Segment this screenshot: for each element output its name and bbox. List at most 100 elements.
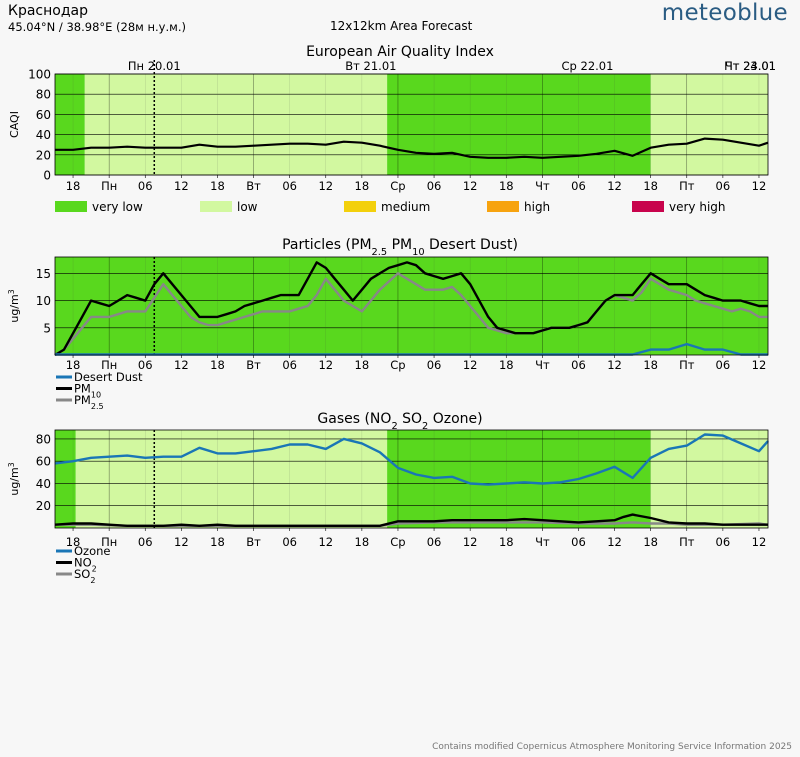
location-name: Краснодар [8,3,88,19]
legend-label: Desert Dust [74,370,143,384]
y-tick-label: 60 [36,455,51,469]
x-tick-label: 12 [318,179,333,193]
quality-band-low [84,74,388,175]
x-tick-label: Вт [246,535,261,549]
location-coordinates: 45.04°N / 38.98°E (28м н.у.м.) [8,20,186,34]
x-tick-label: Вт [246,358,261,372]
x-tick-label: 06 [282,535,297,549]
x-tick-label: 06 [138,358,153,372]
series-line-desert-dust [55,342,768,356]
quality-band-low [650,430,768,528]
legend-label: NO2 [74,556,97,574]
legend-swatch-very-high [632,201,664,212]
quality-band-very-low [55,430,76,528]
legend-label: PM2.5 [74,393,104,411]
plot-frame [54,73,769,176]
day-label-2: Ср 22.01 [562,59,614,73]
x-tick-label: 12 [174,358,189,372]
x-tick-label: Пн [101,358,117,372]
legend-label: PM10 [74,382,101,400]
x-tick-label: 06 [282,358,297,372]
y-tick-label: 40 [36,128,51,142]
y-axis-label: CAQI [8,111,21,138]
series-line-no2 [54,513,768,527]
legend-label: SO2 [74,567,95,585]
y-tick-label: 0 [43,169,51,183]
y-tick-label: 20 [36,148,51,162]
y-tick-label: 10 [36,294,51,308]
day-label-1: Вт 21.01 [345,59,396,73]
series-line-pm10 [54,261,768,357]
meteoblue-logo[interactable]: meteoblue [661,0,788,26]
x-tick-label: Чт [535,358,550,372]
x-tick-label: 06 [138,179,153,193]
quality-band-very-low [55,74,85,175]
series-line-ozone [54,433,769,486]
x-tick-label: Вт [246,179,261,193]
y-tick-label: 80 [36,432,51,446]
x-tick-label: 06 [138,535,153,549]
y-tick-label: 20 [36,499,51,513]
x-tick-label: 18 [643,358,658,372]
quality-band-very-low [387,74,651,175]
x-tick-label: 06 [427,179,442,193]
legend-label: medium [381,200,430,214]
x-tick-label: 18 [210,358,225,372]
x-tick-label: 06 [571,535,586,549]
series-line-caqi [55,137,769,159]
y-axis-label: ug/m3 [7,289,22,322]
legend-swatch-very-low [55,201,87,212]
x-tick-label: 12 [752,358,767,372]
legend-label: Ozone [74,544,111,558]
chart-panel-0: European Air Quality Index 0 20 40 60 80 100 CA… [8,44,769,214]
y-tick-label: 15 [36,267,51,281]
attribution-text: Contains modified Copernicus Atmosphere … [432,742,792,752]
x-tick-label: Пт [679,535,695,549]
chart-title-1: Particles (PM2.5 PM10 Desert Dust) [282,237,518,258]
chart-title-2: Gases (NO2 SO2 Ozone) [317,411,482,432]
x-tick-label: 12 [174,535,189,549]
x-tick-label: 12 [174,179,189,193]
x-tick-label: 12 [463,179,478,193]
x-tick-label: 06 [282,179,297,193]
y-axis-label: ug/m3 [7,462,22,495]
x-tick-label: Ср [390,358,405,372]
y-tick-label: 100 [28,68,51,82]
legend-swatch-medium [344,201,376,212]
x-tick-label: 18 [66,179,81,193]
x-tick-label: 12 [318,358,333,372]
legend-label: high [524,200,550,214]
y-tick-label: 80 [36,88,51,102]
x-tick-label: 06 [716,358,731,372]
x-tick-label: Чт [535,179,550,193]
x-tick-label: 06 [571,358,586,372]
x-tick-label: 12 [752,179,767,193]
x-tick-label: 18 [210,535,225,549]
plot-frame [54,256,769,356]
quality-band-low [75,430,388,528]
day-label-4: Пт 24.01 [724,59,776,73]
y-tick-label: 60 [36,108,51,122]
legend-swatch-high [487,201,519,212]
x-tick-label: Пт [679,179,695,193]
x-tick-label: 18 [66,535,81,549]
x-tick-label: 12 [607,358,622,372]
forecast-model-label: 12x12km Area Forecast [330,19,473,33]
legend-label: very high [669,200,726,214]
quality-band-very-low [55,257,768,355]
chart-title-0: European Air Quality Index [306,44,494,60]
x-tick-label: Пн [101,179,117,193]
legend-label: low [237,200,258,214]
x-tick-label: 06 [571,179,586,193]
x-tick-label: Пт [679,358,695,372]
x-tick-label: 12 [463,358,478,372]
x-tick-label: 18 [643,179,658,193]
x-tick-label: 12 [607,535,622,549]
chart-panel-1: Particles (PM2.5 PM10 Desert Dust) 5 10 15 u… [7,237,769,411]
x-tick-label: 12 [607,179,622,193]
x-tick-label: 18 [355,535,370,549]
legend-label: very low [92,200,143,214]
x-tick-label: 18 [66,358,81,372]
x-tick-label: Ср [390,535,405,549]
